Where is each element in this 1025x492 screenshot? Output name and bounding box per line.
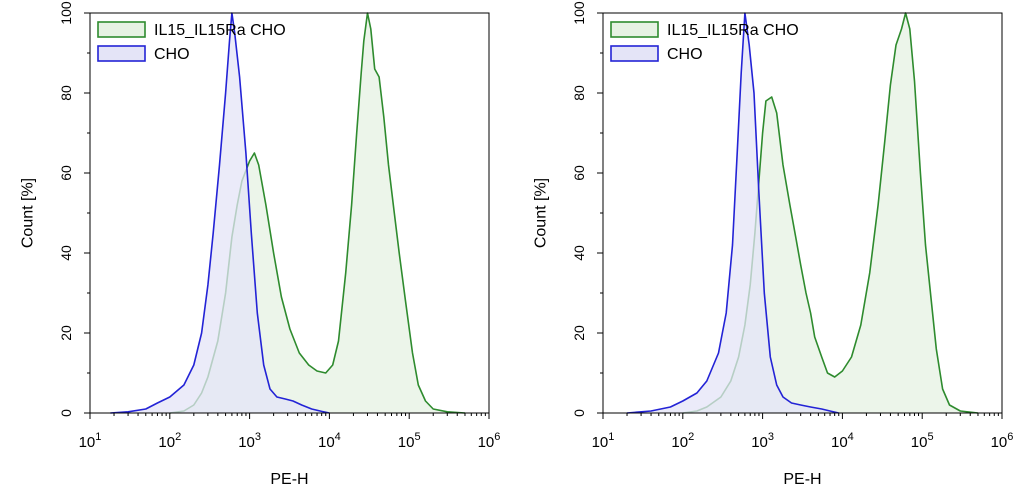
x-tick-base: 10: [238, 434, 255, 451]
x-tick-exponent: 6: [494, 431, 500, 443]
x-tick-base: 10: [751, 434, 768, 451]
x-tick-exponent: 5: [927, 431, 933, 443]
x-tick-exponent: 4: [848, 431, 854, 443]
x-tick-base: 10: [592, 434, 609, 451]
y-tick-label: 0: [58, 409, 74, 417]
legend-swatch: [97, 21, 146, 38]
series-line-2: [626, 12, 839, 414]
legend-label: CHO: [154, 46, 190, 63]
x-tick-base: 10: [158, 434, 175, 451]
x-tick-base: 10: [318, 434, 335, 451]
x-tick-label: 103: [751, 431, 774, 451]
x-tick-exponent: 1: [95, 431, 101, 443]
x-tick-label: 106: [478, 431, 501, 451]
x-tick-exponent: 3: [255, 431, 261, 443]
x-tick-label: 105: [398, 431, 421, 451]
legend-swatch: [97, 45, 146, 62]
y-tick-label: 80: [58, 85, 74, 101]
x-tick-base: 10: [79, 434, 96, 451]
y-tick-label: 80: [571, 85, 587, 101]
series-fill-2: [110, 13, 330, 413]
y-tick-label: 40: [571, 245, 587, 261]
y-axis-label: Count [%]: [533, 178, 550, 248]
series-line-2: [110, 12, 330, 414]
x-tick-label: 101: [79, 431, 102, 451]
x-tick-label: 104: [831, 431, 854, 451]
legend: IL15_IL15Ra CHO CHO: [97, 21, 286, 63]
x-tick-base: 10: [478, 434, 495, 451]
x-tick-exponent: 5: [414, 431, 420, 443]
y-tick-label: 40: [58, 245, 74, 261]
y-tick-label: 20: [571, 325, 587, 341]
x-tick-label: 101: [592, 431, 615, 451]
x-tick-label: 106: [991, 431, 1014, 451]
x-tick-label: 104: [318, 431, 341, 451]
x-tick-exponent: 4: [335, 431, 341, 443]
x-tick-label: 102: [158, 431, 181, 451]
x-axis-label: PE-H: [783, 471, 821, 488]
x-tick-label: 105: [911, 431, 934, 451]
y-tick-label: 60: [58, 165, 74, 181]
x-tick-exponent: 2: [688, 431, 694, 443]
x-tick-base: 10: [671, 434, 688, 451]
x-tick-base: 10: [398, 434, 415, 451]
x-tick-exponent: 1: [608, 431, 614, 443]
legend: IL15_IL15Ra CHO CHO: [610, 21, 799, 63]
x-tick-exponent: 6: [1007, 431, 1013, 443]
x-tick-label: 103: [238, 431, 261, 451]
legend-label: IL15_IL15Ra CHO: [154, 22, 286, 39]
y-tick-label: 60: [571, 165, 587, 181]
x-tick-exponent: 2: [175, 431, 181, 443]
x-tick-base: 10: [911, 434, 928, 451]
x-axis-label: PE-H: [270, 471, 308, 488]
x-tick-label: 102: [671, 431, 694, 451]
y-tick-label: 0: [571, 409, 587, 417]
y-axis-label: Count [%]: [20, 178, 37, 248]
legend-swatch: [610, 21, 659, 38]
x-tick-base: 10: [991, 434, 1008, 451]
y-tick-label: 100: [571, 1, 587, 25]
x-tick-base: 10: [831, 434, 848, 451]
legend-label: CHO: [667, 46, 703, 63]
x-tick-exponent: 3: [768, 431, 774, 443]
y-tick-label: 100: [58, 1, 74, 25]
legend-swatch: [610, 45, 659, 62]
series-fill-2: [627, 13, 839, 413]
y-tick-label: 20: [58, 325, 74, 341]
legend-label: IL15_IL15Ra CHO: [667, 22, 799, 39]
